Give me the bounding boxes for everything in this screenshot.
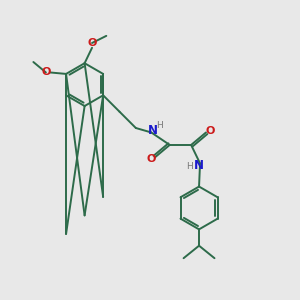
Text: O: O [41, 68, 51, 77]
Text: O: O [87, 38, 97, 48]
Text: N: N [194, 159, 204, 172]
Text: N: N [148, 124, 158, 137]
Text: H: H [186, 162, 193, 171]
Text: O: O [206, 126, 215, 136]
Text: H: H [156, 121, 163, 130]
Text: O: O [146, 154, 155, 164]
